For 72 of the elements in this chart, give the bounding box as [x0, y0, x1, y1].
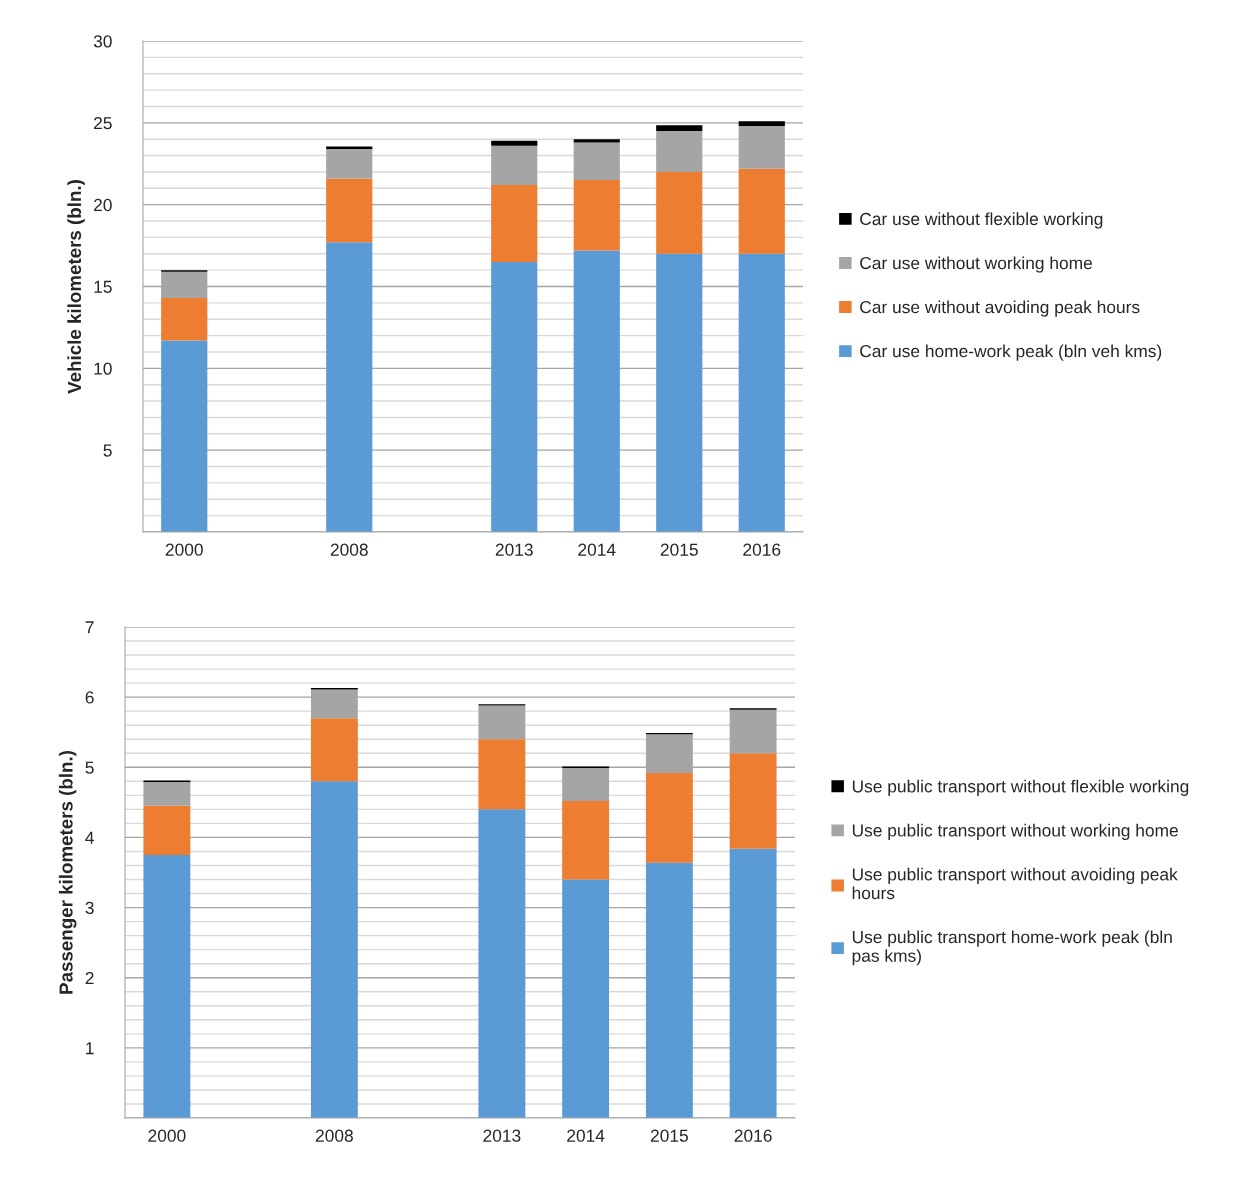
bar — [310, 781, 358, 1118]
bar — [573, 180, 620, 251]
x-tick-label: 2015 — [660, 543, 698, 556]
x-tick-label: 2008 — [330, 543, 368, 556]
bar — [478, 809, 526, 1118]
y-tick-label: 6 — [85, 691, 94, 704]
y-tick-label: 15 — [94, 280, 112, 293]
bar — [491, 261, 538, 532]
bar — [562, 800, 610, 880]
x-tick-label: 2016 — [743, 543, 781, 556]
bar — [656, 131, 703, 172]
x-tick-label: 2016 — [734, 1129, 772, 1142]
x-tick-label: 2013 — [483, 1129, 521, 1142]
bar — [491, 140, 538, 146]
bar — [326, 178, 373, 243]
bar — [143, 782, 191, 806]
y-axis-title: Passenger kilometers (bln.) — [58, 750, 77, 994]
bar — [478, 739, 526, 810]
bar — [729, 753, 777, 849]
y-tick-label: 1 — [86, 1042, 94, 1055]
y-tick-label: 4 — [85, 831, 94, 844]
bar — [478, 705, 526, 740]
y-tick-label: 20 — [94, 198, 112, 212]
bar — [738, 121, 785, 127]
legend-label: Car use home-work peak (bln veh kms) — [860, 344, 1162, 361]
x-tick-label: 2000 — [165, 543, 203, 556]
legend-label: Use public transport without avoiding peak hours — [852, 867, 1178, 900]
bar — [645, 862, 693, 1118]
y-tick-label: 25 — [94, 117, 112, 130]
legend-label: Use public transport without working home — [852, 823, 1178, 840]
bar — [656, 253, 703, 532]
x-tick-label: 2013 — [495, 543, 533, 556]
bar — [326, 242, 373, 532]
legend-label: Use public transport home-work peak (bln pas kms) — [852, 930, 1172, 966]
legend-label: Car use without working home — [860, 256, 1093, 273]
y-tick-label: 30 — [93, 35, 112, 48]
bar — [656, 171, 703, 254]
x-tick-label: 2015 — [650, 1129, 688, 1142]
y-tick-label: 10 — [94, 362, 112, 375]
bar — [310, 718, 358, 782]
y-tick-label: 5 — [85, 761, 94, 774]
bar — [645, 772, 693, 863]
bar — [573, 139, 620, 143]
y-axis-title: Vehicle kilometers (bln.) — [67, 180, 85, 394]
bar — [738, 253, 785, 532]
bar — [738, 168, 785, 254]
bar — [143, 805, 191, 855]
y-tick-label: 2 — [85, 971, 94, 984]
bar — [656, 125, 703, 132]
bar — [573, 250, 620, 532]
bar — [562, 879, 610, 1118]
bar — [729, 848, 777, 1118]
legend-label: Use public transport without flexible working — [852, 779, 1189, 796]
x-tick-label: 2000 — [148, 1129, 186, 1142]
bar — [326, 149, 373, 179]
bar — [491, 185, 538, 262]
x-tick-label: 2014 — [567, 1129, 605, 1142]
bar — [738, 126, 785, 169]
bar — [161, 340, 208, 532]
bar — [562, 767, 610, 801]
bar — [143, 854, 191, 1118]
y-tick-label: 5 — [103, 444, 112, 457]
bar — [161, 297, 208, 341]
y-tick-label: 7 — [85, 621, 94, 634]
legend-label: Car use without flexible working — [860, 212, 1103, 229]
legend-label: Car use without avoiding peak hours — [860, 300, 1140, 317]
x-tick-label: 2014 — [578, 543, 616, 556]
x-tick-label: 2008 — [315, 1129, 353, 1142]
bar — [573, 142, 620, 181]
bar — [729, 709, 777, 754]
y-tick-label: 3 — [85, 901, 94, 915]
bar — [491, 145, 538, 186]
